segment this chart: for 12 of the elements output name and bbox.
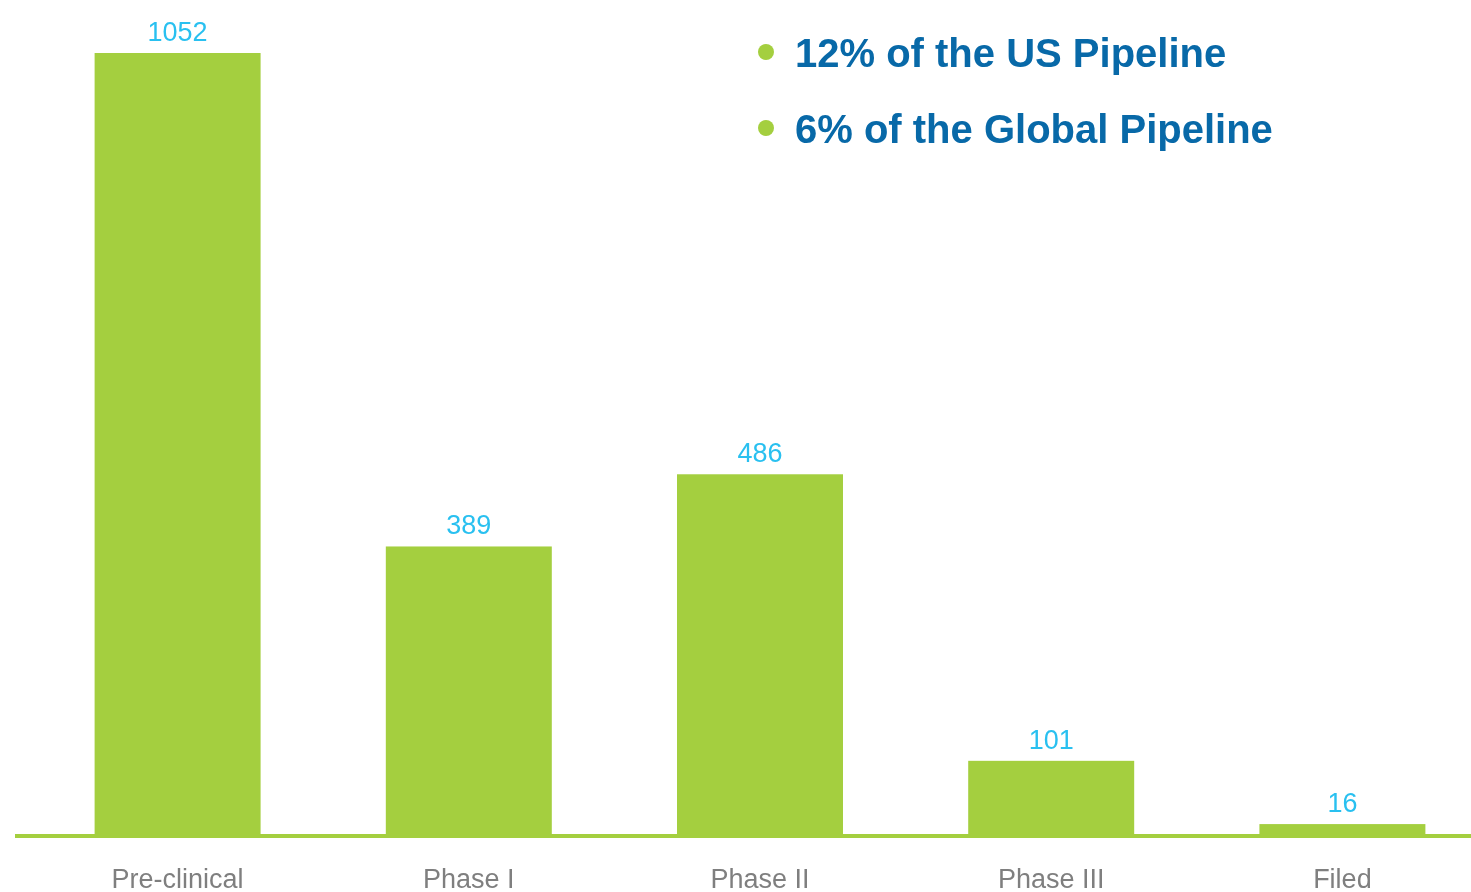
data-label: 101 (1028, 724, 1074, 755)
annotation: 6% of the Global Pipeline (795, 107, 1273, 151)
annotation: 12% of the US Pipeline (795, 31, 1227, 75)
x-tick-label: Phase I (423, 864, 515, 892)
x-tick-label: Phase III (997, 864, 1105, 892)
data-label: 1052 (147, 17, 208, 47)
x-tick-label: Filed (1313, 864, 1372, 892)
data-label: 486 (737, 438, 783, 469)
x-tick-label: Pre-clinical (111, 864, 244, 892)
data-label: 16 (1327, 788, 1358, 819)
x-tick-label: Phase II (710, 864, 810, 892)
data-label: 389 (446, 510, 492, 541)
